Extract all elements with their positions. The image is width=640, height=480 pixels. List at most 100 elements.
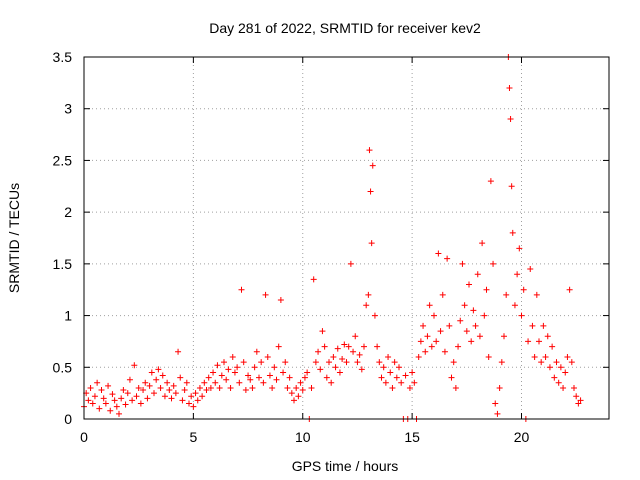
data-point [122,401,129,408]
data-point [343,359,350,366]
data-point [514,271,521,278]
data-point [518,312,525,319]
data-point [468,338,475,345]
data-point [411,379,418,386]
data-point [207,384,214,391]
data-point [137,400,144,407]
data-point [350,348,357,355]
data-point [170,382,177,389]
data-point [516,245,523,252]
y-tick-label: 2 [64,204,72,220]
data-point [273,376,280,383]
data-point [96,405,103,412]
data-point [229,353,236,360]
data-point [269,384,276,391]
data-point [153,376,160,383]
data-point [221,359,227,366]
data-point [319,328,326,335]
data-point [107,407,114,414]
data-point [295,393,302,400]
data-point [172,390,179,397]
data-point [426,302,433,309]
data-point [396,364,402,371]
data-point [485,353,492,360]
data-point [323,374,330,381]
data-point [116,410,122,417]
data-point [365,291,372,298]
data-point [212,379,219,386]
data-point [506,85,513,92]
data-point [266,372,273,379]
data-point [166,387,173,394]
data-point [308,384,315,391]
data-point [562,369,569,376]
data-point [192,390,199,397]
data-point [159,372,166,379]
data-point [291,397,297,404]
data-point [393,374,400,381]
data-point [120,387,127,394]
data-point [450,359,457,366]
data-point [336,369,343,376]
data-point [573,393,580,400]
data-point [420,322,427,329]
data-point [511,302,518,309]
data-point [288,390,295,397]
data-point [501,333,507,340]
data-point [328,379,335,386]
y-tick-label: 2.5 [53,152,73,168]
data-point [297,379,304,386]
data-point [234,364,241,371]
data-point [124,390,131,397]
data-point [481,312,488,319]
data-point [341,341,348,348]
data-point [439,291,446,298]
data-point [542,353,549,360]
data-point [520,286,527,293]
axis-ticks [83,56,609,420]
data-point [282,359,289,366]
data-point [131,362,138,369]
data-point [525,338,532,345]
x-tick-label: 10 [295,429,311,445]
data-point [422,348,429,355]
data-point [271,364,278,371]
data-point [168,395,175,402]
data-point [472,322,479,329]
data-point [334,345,341,352]
data-point [240,359,247,366]
data-point [205,374,212,381]
data-point [538,359,545,366]
data-point [466,281,472,288]
plot-frame [83,56,610,420]
data-point [177,374,184,381]
x-tick-label: 0 [80,429,88,445]
data-point [144,395,151,402]
data-point [203,387,210,394]
y-tick-label: 0 [64,411,72,427]
y-tick-label: 3.5 [53,49,73,65]
data-point [179,397,186,404]
data-point [286,374,293,381]
data-point [183,379,190,386]
data-point [398,379,405,386]
data-point [470,307,477,314]
data-point [487,178,494,185]
data-point [196,384,203,391]
data-point [199,393,206,400]
data-point [366,147,373,154]
y-tick-label: 3 [64,101,72,117]
data-point [231,369,238,376]
data-point [140,387,147,394]
data-point [490,260,497,267]
data-point [155,366,162,373]
data-point [461,302,468,309]
data-point [175,348,182,355]
x-tick-label: 15 [404,429,420,445]
data-point [85,397,92,404]
data-point [457,317,464,324]
data-point [256,374,262,381]
data-point [310,276,317,283]
data-point [557,364,564,371]
data-point [89,400,96,407]
